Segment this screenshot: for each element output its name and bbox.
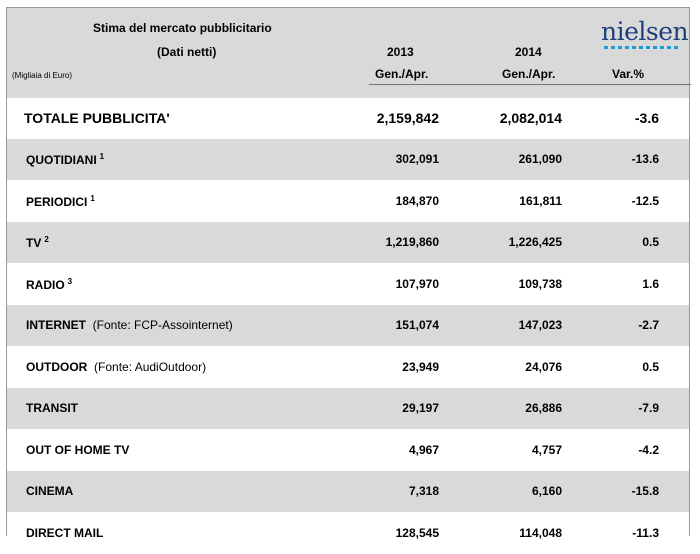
value-2013: 29,197 xyxy=(402,401,439,415)
value-2013: 4,967 xyxy=(408,442,439,457)
value-2013: 2,159,842 xyxy=(376,110,439,126)
table-row: DIRECT MAIL 128,545 114,048 -11.3 xyxy=(7,512,689,554)
table-row: RADIO 3 107,970 109,738 1.6 xyxy=(7,263,689,305)
value-variation: -3.6 xyxy=(634,110,659,126)
footnote-marker: 3 xyxy=(67,276,73,286)
data-source: (Fonte: FCP-Assointernet) xyxy=(92,318,233,332)
table-row: CINEMA 7,318 6,160 -15.8 xyxy=(7,471,689,512)
value-variation: -4.2 xyxy=(638,442,659,457)
unit-note: (Migliaia di Euro) xyxy=(12,71,73,80)
table-header: Stima del mercato pubblicitario (Dati ne… xyxy=(7,8,691,98)
value-variation: -11.3 xyxy=(632,525,659,540)
value-2014: 4,757 xyxy=(531,442,562,457)
value-2014: 161,811 xyxy=(519,193,562,208)
value-variation: 1.6 xyxy=(642,276,659,291)
data-source: (Fonte: AudiOutdoor) xyxy=(94,359,207,374)
row-label: DIRECT MAIL xyxy=(26,526,103,540)
table-subtitle: (Dati netti) xyxy=(157,45,217,59)
value-2014: 261,090 xyxy=(518,152,562,166)
category-name: INTERNET xyxy=(26,318,86,332)
value-2014: 2,082,014 xyxy=(499,110,562,126)
value-2014: 26,886 xyxy=(525,401,562,415)
table-row: QUOTIDIANI 1 302,091 261,090 -13.6 xyxy=(7,139,689,180)
value-2013: 184,870 xyxy=(395,193,439,208)
row-label: QUOTIDIANI 1 xyxy=(26,152,104,167)
value-2013: 7,318 xyxy=(408,484,439,498)
row-label: RADIO 3 xyxy=(26,277,72,292)
value-2013: 1,219,860 xyxy=(385,235,439,249)
table-row: OUT OF HOME TV 4,967 4,757 -4.2 xyxy=(7,429,689,471)
nielsen-logo: nielsen xyxy=(601,17,689,46)
column-year-2014: 2014 xyxy=(515,45,542,59)
row-label: INTERNET (Fonte: FCP-Assointernet) xyxy=(26,318,233,332)
value-2014: 114,048 xyxy=(519,525,562,540)
category-name: CINEMA xyxy=(26,484,74,498)
value-2014: 109,738 xyxy=(518,276,562,291)
category-name: QUOTIDIANI xyxy=(26,153,97,167)
value-variation: 0.5 xyxy=(642,235,659,249)
value-variation: 0.5 xyxy=(642,359,659,374)
header-underline xyxy=(369,84,691,85)
category-name: TRANSIT xyxy=(26,401,78,415)
row-label: TOTALE PUBBLICITA' xyxy=(24,110,170,126)
logo-dots-decoration xyxy=(604,46,680,49)
column-variation: Var.% xyxy=(612,67,645,81)
category-name: RADIO xyxy=(26,277,65,292)
category-name: OUTDOOR xyxy=(26,359,88,374)
column-year-2013: 2013 xyxy=(387,45,414,59)
row-label: OUT OF HOME TV xyxy=(26,443,129,457)
row-label: OUTDOOR (Fonte: AudiOutdoor) xyxy=(26,360,206,374)
table-row: TV 2 1,219,860 1,226,425 0.5 xyxy=(7,222,689,263)
value-variation: -13.6 xyxy=(631,152,659,166)
table-row-total: TOTALE PUBBLICITA' 2,159,842 2,082,014 -… xyxy=(7,98,689,139)
value-2014: 6,160 xyxy=(531,484,562,498)
value-variation: -2.7 xyxy=(638,318,659,332)
value-2013: 128,545 xyxy=(395,525,439,540)
value-2013: 23,949 xyxy=(402,359,439,374)
value-variation: -15.8 xyxy=(631,484,659,498)
footnote-marker: 2 xyxy=(44,235,49,244)
value-2014: 147,023 xyxy=(518,318,562,332)
table-row: TRANSIT 29,197 26,886 -7.9 xyxy=(7,388,689,429)
value-2014: 24,076 xyxy=(525,359,562,374)
advertising-market-table: Stima del mercato pubblicitario (Dati ne… xyxy=(6,7,691,554)
table-title: Stima del mercato pubblicitario xyxy=(93,21,272,35)
category-name: TV xyxy=(26,236,42,250)
value-2013: 107,970 xyxy=(395,276,439,291)
table-row: OUTDOOR (Fonte: AudiOutdoor) 23,949 24,076… xyxy=(7,346,689,388)
table-row: PERIODICI 1 184,870 161,811 -12.5 xyxy=(7,180,689,222)
value-variation: -7.9 xyxy=(638,401,659,415)
value-variation: -12.5 xyxy=(631,193,659,208)
value-2013: 151,074 xyxy=(395,318,439,332)
category-name: PERIODICI xyxy=(26,194,88,209)
row-label: CINEMA xyxy=(26,484,73,498)
footnote-marker: 1 xyxy=(90,193,95,203)
row-label: TV 2 xyxy=(26,235,49,250)
category-name: DIRECT MAIL xyxy=(26,525,104,540)
row-label: TRANSIT xyxy=(26,401,78,415)
category-name: OUT OF HOME TV xyxy=(26,442,130,457)
table-row: INTERNET (Fonte: FCP-Assointernet) 151,07… xyxy=(7,305,689,346)
value-2013: 302,091 xyxy=(395,152,439,166)
column-period-2013: Gen./Apr. xyxy=(375,67,429,81)
column-period-2014: Gen./Apr. xyxy=(502,67,556,81)
footnote-marker: 1 xyxy=(99,152,105,161)
row-label: PERIODICI 1 xyxy=(26,194,95,209)
value-2014: 1,226,425 xyxy=(508,235,562,249)
